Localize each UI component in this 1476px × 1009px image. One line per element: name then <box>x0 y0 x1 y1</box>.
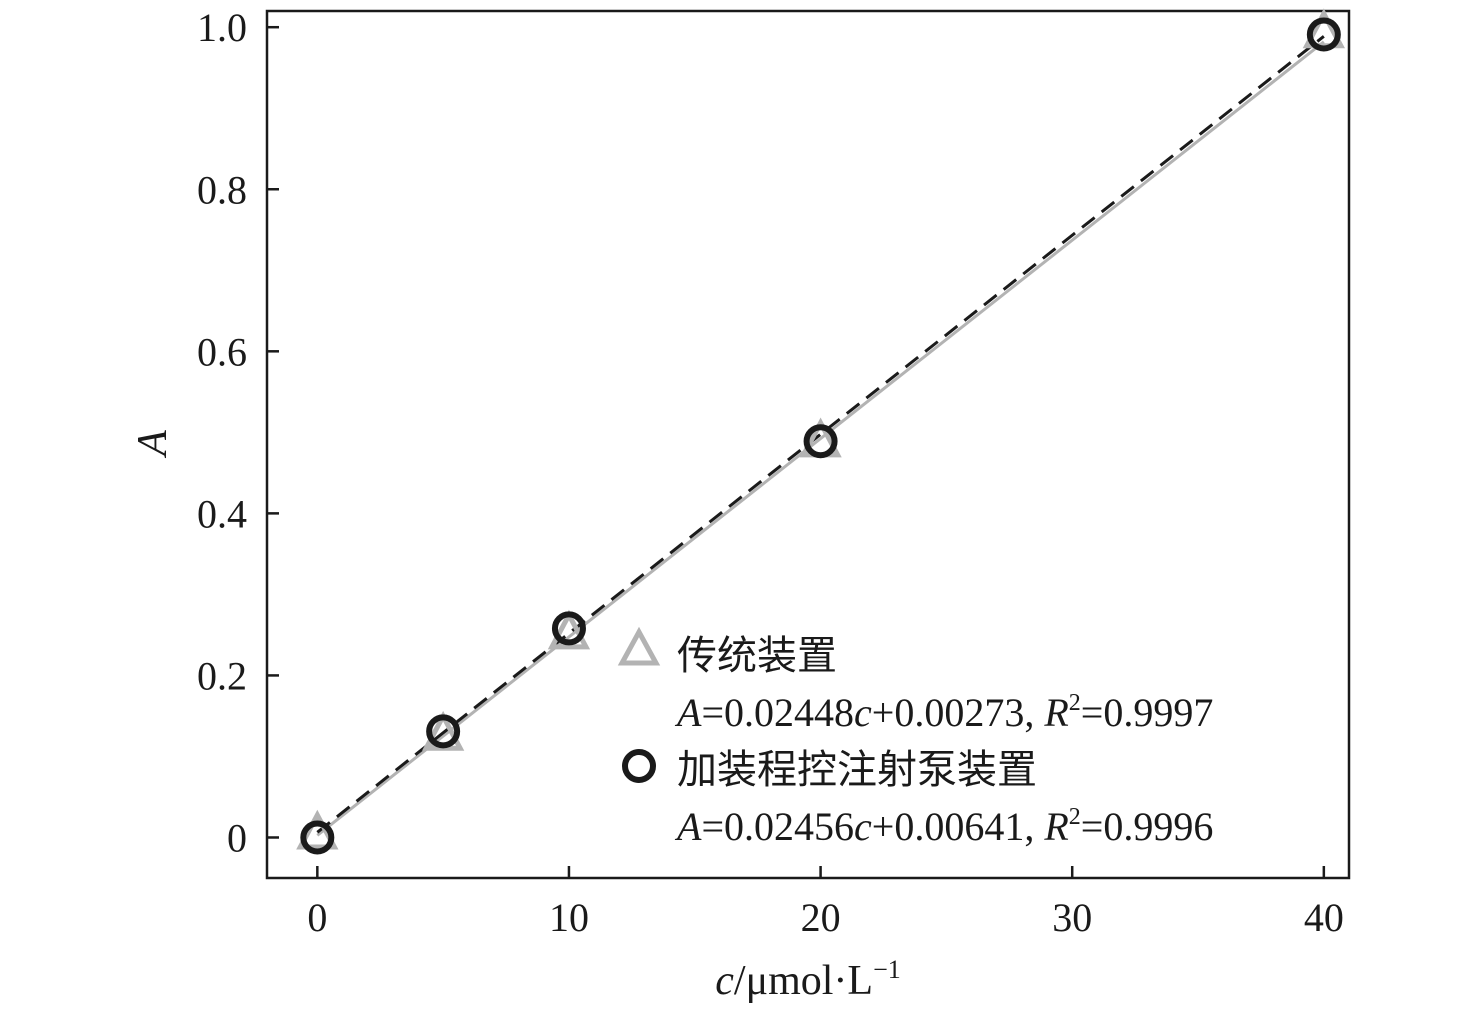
x-axis-label: c/μmol·L−1 <box>715 955 901 1004</box>
y-tick-label: 0.2 <box>197 653 247 698</box>
y-tick-label: 0.6 <box>197 329 247 374</box>
x-tick-label: 0 <box>307 895 327 940</box>
circle-marker-point <box>426 714 461 749</box>
legend-equation-pump: A=0.02456c+0.00641, R2=0.9996 <box>674 804 1213 849</box>
legend-circle-marker <box>622 749 656 783</box>
fit-line-series-2 <box>316 35 1325 834</box>
circle-marker-point <box>1306 17 1341 52</box>
legend-label-traditional: 传统装置 <box>677 633 837 678</box>
legend-triangle-marker <box>617 626 661 666</box>
y-tick-label: 0.4 <box>197 491 247 536</box>
legend-equation-traditional: A=0.02448c+0.00273, R2=0.9997 <box>674 690 1213 735</box>
circle-marker-point <box>551 611 586 646</box>
x-tick-label: 10 <box>549 895 589 940</box>
y-tick-label: 1.0 <box>197 5 247 50</box>
triangle-marker-point <box>296 809 339 850</box>
fit-lines <box>316 35 1325 837</box>
y-tick-label: 0.8 <box>197 167 247 212</box>
circle-marker-point <box>803 424 838 459</box>
axis-ticks: 0 10 20 30 40 0 0.2 0.4 0.6 0.8 1.0 <box>197 5 1344 940</box>
legend-label-pump: 加装程控注射泵装置 <box>677 747 1037 792</box>
y-tick-label: 0 <box>227 815 247 860</box>
fit-line-series-1 <box>316 40 1325 837</box>
x-tick-label: 30 <box>1052 895 1092 940</box>
x-tick-label: 20 <box>801 895 841 940</box>
y-axis-label: A <box>130 430 176 459</box>
plot-frame <box>265 9 1351 880</box>
circle-marker-point <box>300 820 335 855</box>
x-tick-label: 40 <box>1304 895 1344 940</box>
triangle-marker-point <box>547 609 591 650</box>
legend: 传统装置 A=0.02448c+0.00273, R2=0.9997 加装程控注… <box>617 626 1213 849</box>
data-markers <box>296 8 1345 855</box>
